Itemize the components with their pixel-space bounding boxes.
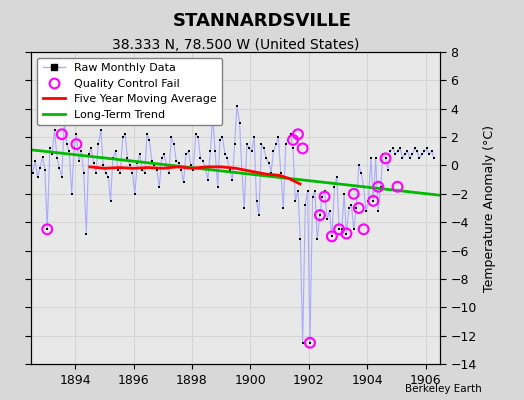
Point <box>72 141 81 147</box>
Text: STANNARDSVILLE: STANNARDSVILLE <box>172 12 352 30</box>
Y-axis label: Temperature Anomaly (°C): Temperature Anomaly (°C) <box>483 124 496 292</box>
Title: 38.333 N, 78.500 W (United States): 38.333 N, 78.500 W (United States) <box>112 38 359 52</box>
Point <box>381 155 390 162</box>
Point <box>369 198 377 204</box>
Point <box>43 226 51 232</box>
Point <box>58 131 66 138</box>
Point <box>359 226 368 232</box>
Point <box>306 340 314 346</box>
Point <box>350 191 358 197</box>
Point <box>315 212 324 218</box>
Point <box>299 145 307 152</box>
Point <box>355 205 363 211</box>
Point <box>294 131 302 138</box>
Point <box>328 233 336 240</box>
Point <box>374 184 383 190</box>
Legend: Raw Monthly Data, Quality Control Fail, Five Year Moving Average, Long-Term Tren: Raw Monthly Data, Quality Control Fail, … <box>37 58 222 125</box>
Text: Berkeley Earth: Berkeley Earth <box>406 384 482 394</box>
Point <box>335 226 343 232</box>
Point <box>320 194 329 200</box>
Point <box>342 230 351 237</box>
Point <box>394 184 402 190</box>
Point <box>289 137 297 143</box>
